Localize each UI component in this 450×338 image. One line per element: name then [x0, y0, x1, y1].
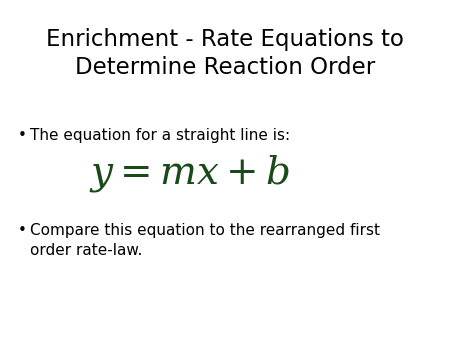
Text: The equation for a straight line is:: The equation for a straight line is: [30, 128, 290, 143]
Text: Enrichment - Rate Equations to
Determine Reaction Order: Enrichment - Rate Equations to Determine… [46, 28, 404, 78]
Text: •: • [18, 223, 27, 238]
Text: Compare this equation to the rearranged first
order rate-law.: Compare this equation to the rearranged … [30, 223, 380, 258]
Text: •: • [18, 128, 27, 143]
Text: $y = mx + b$: $y = mx + b$ [90, 153, 291, 194]
